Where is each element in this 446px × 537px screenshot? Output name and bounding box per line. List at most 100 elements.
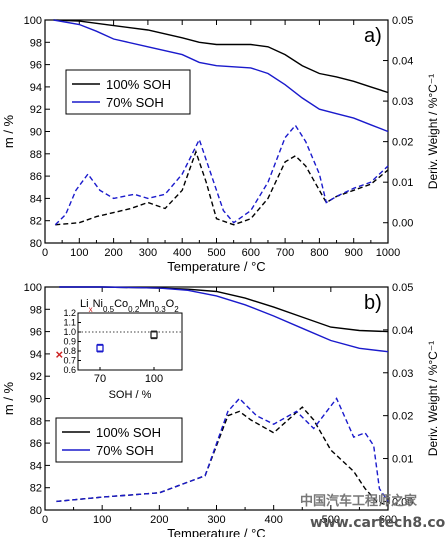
y-tick-label: 84 (30, 460, 42, 472)
y-tick-label: 84 (30, 193, 42, 205)
x-axis-title: Temperature / °C (167, 259, 265, 274)
plot-frame (44, 19, 389, 244)
y-tick-label: 98 (30, 304, 42, 316)
y-tick-label: 80 (30, 238, 42, 250)
x-tick-label: 300 (207, 514, 225, 526)
y2-axis-title: Deriv. Weight / %°C⁻¹ (426, 341, 440, 456)
inset-y-tick-label: 0.7 (63, 356, 76, 366)
y2-tick-label: 0.01 (392, 177, 413, 189)
inset-title-part: Co (114, 298, 128, 310)
x-tick-label: 0 (42, 514, 48, 526)
y2-tick-label: 0.00 (392, 218, 413, 230)
mass-line-soh70 (53, 19, 389, 133)
inset-title-part: 0.5 (103, 305, 115, 314)
inset-title-part: O (166, 298, 175, 310)
panel-label: a) (364, 25, 382, 47)
y-tick-label: 88 (30, 416, 42, 428)
y2-tick-label: 0.00 (392, 496, 413, 508)
y-tick-label: 96 (30, 60, 42, 72)
deriv-line-soh70 (54, 124, 389, 226)
y-tick-label: 100 (24, 15, 42, 27)
y-tick-label: 88 (30, 149, 42, 161)
inset-point-soh100 (150, 331, 158, 339)
deriv-line-soh100 (55, 149, 389, 226)
x-marker: × (55, 347, 63, 362)
y-tick-label: 82 (30, 483, 42, 495)
inset-y-tick-label: 0.9 (63, 337, 76, 347)
x-tick-label: 400 (264, 514, 282, 526)
y-tick-label: 94 (30, 349, 42, 361)
y-tick-label: 90 (30, 127, 42, 139)
x-tick-label: 0 (42, 247, 48, 259)
y2-tick-label: 0.02 (392, 137, 413, 149)
inset-title-part: x (89, 305, 93, 314)
y2-tick-label: 0.02 (392, 411, 413, 423)
y-tick-label: 86 (30, 438, 42, 450)
x-axis-title: Temperature / °C (167, 526, 265, 537)
x-tick-label: 100 (93, 514, 111, 526)
legend-label: 70% SOH (96, 443, 154, 458)
panel-a: 0 100 200 300 400 500 600 700 800 900 1000 Temperat… (1, 15, 440, 274)
legend-label: 70% SOH (106, 95, 164, 110)
y-axis-title: m / % (1, 114, 16, 148)
panel-label: b) (364, 292, 382, 314)
y-tick-label: 90 (30, 394, 42, 406)
y2-tick-label: 0.05 (392, 282, 413, 294)
x-tick-label: 300 (139, 247, 157, 259)
x-tick-label: 200 (150, 514, 168, 526)
watermark-title: 中国汽车工程师之家 (300, 494, 418, 509)
y-axis-title: m / % (1, 381, 16, 415)
mass-line-soh70 (59, 286, 389, 353)
watermark-url: www.cartech8.com (310, 515, 446, 531)
x-tick-label: 400 (173, 247, 191, 259)
inset-title-part: Mn (139, 298, 154, 310)
legend-label: 100% SOH (106, 77, 171, 92)
inset-y-tick-label: 1.0 (63, 327, 76, 337)
y2-tick-label: 0.01 (392, 454, 413, 466)
y-tick-label: 94 (30, 82, 42, 94)
inset-frame (77, 312, 183, 371)
x-tick-label: 500 (207, 247, 225, 259)
y-tick-label: 92 (30, 104, 42, 116)
y2-tick-label: 0.03 (392, 96, 413, 108)
inset-title-part: Li (80, 298, 89, 310)
x-tick-label: 800 (310, 247, 328, 259)
inset-x-tick-label: 100 (145, 373, 163, 385)
inset-title-part: 2 (174, 305, 179, 314)
legend-box (65, 69, 191, 115)
inset-title: LixNi0.5Co0.2Mn0.3O2 (80, 298, 179, 314)
y2-tick-label: 0.05 (392, 15, 413, 27)
panel-b: 0 100 200 300 400 500 600 Temperature / °C 80 82 8… (1, 282, 440, 537)
x-tick-label: 1000 (376, 247, 400, 259)
x-tick-label: 200 (104, 247, 122, 259)
legend-label: 100% SOH (96, 425, 161, 440)
y2-tick-label: 0.03 (392, 368, 413, 380)
x-tick-label: 600 (242, 247, 260, 259)
inset-y-tick-label: 0.8 (63, 346, 76, 356)
y-tick-label: 92 (30, 371, 42, 383)
y-tick-label: 80 (30, 505, 42, 517)
inset-point-soh70 (96, 344, 104, 352)
inset-y-tick-label: 1.2 (63, 308, 76, 318)
y-tick-label: 82 (30, 216, 42, 228)
inset-x-axis-title: SOH / % (109, 389, 152, 401)
y-tick-label: 86 (30, 171, 42, 183)
y-tick-label: 98 (30, 37, 42, 49)
legend-box (55, 417, 183, 463)
x-tick-label: 700 (276, 247, 294, 259)
deriv-line-soh100 (56, 406, 389, 507)
inset-x-tick-label: 70 (94, 373, 106, 385)
y-tick-label: 100 (24, 282, 42, 294)
inset-title-part: 0.3 (155, 305, 167, 314)
inset-y-tick-label: 0.6 (63, 365, 76, 375)
y2-axis-title: Deriv. Weight / %°C⁻¹ (426, 74, 440, 189)
inset-title-part: 0.2 (128, 305, 140, 314)
inset-title-part: Ni (93, 298, 103, 310)
x-tick-label: 100 (70, 247, 88, 259)
x-tick-label: 900 (345, 247, 363, 259)
y-tick-label: 96 (30, 327, 42, 339)
y2-tick-label: 0.04 (392, 56, 413, 68)
mass-line-soh100 (53, 19, 389, 94)
x-tick-label: 500 (322, 514, 340, 526)
